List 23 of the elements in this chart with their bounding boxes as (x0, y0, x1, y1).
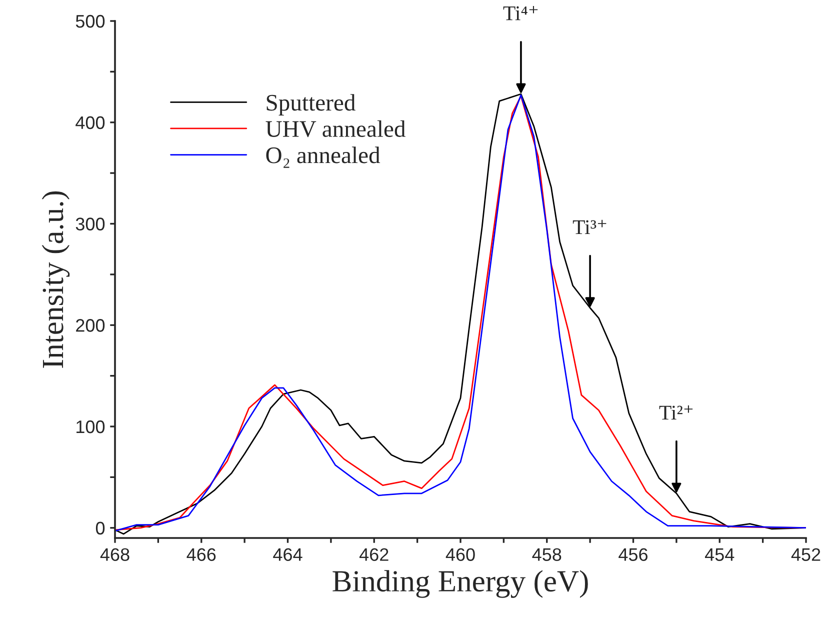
annotation: Ti³⁺ (572, 220, 606, 234)
x-tick-label: 466 (186, 548, 216, 561)
legend-label: O₂ annealed (266, 146, 380, 168)
y-tick-label: 0 (96, 522, 105, 535)
x-tick-label: 462 (359, 548, 388, 561)
x-tick-label: 452 (791, 548, 820, 561)
legend-label: Sputtered (266, 94, 356, 116)
x-tick-label: 468 (100, 548, 130, 561)
y-tick-label: 500 (76, 14, 105, 28)
annotation: Ti⁴⁺ (503, 6, 538, 20)
x-tick-label: 458 (532, 548, 562, 561)
x-tick-label: 464 (273, 548, 302, 561)
y-tick-label: 300 (76, 218, 105, 230)
y-tick-label: 100 (76, 420, 105, 434)
x-axis-title: Binding Energy (eV) (332, 570, 588, 598)
y-tick-label: 400 (76, 116, 105, 130)
x-tick-label: 454 (704, 548, 734, 561)
x-tick-label: 460 (446, 548, 475, 561)
y-axis-title: Intensity (a.u.) (42, 191, 70, 368)
y-tick-label: 200 (76, 319, 105, 332)
annotation: Ti²⁺ (659, 405, 693, 420)
x-tick-label: 456 (618, 548, 648, 561)
legend-label: UHV annealed (266, 120, 406, 138)
